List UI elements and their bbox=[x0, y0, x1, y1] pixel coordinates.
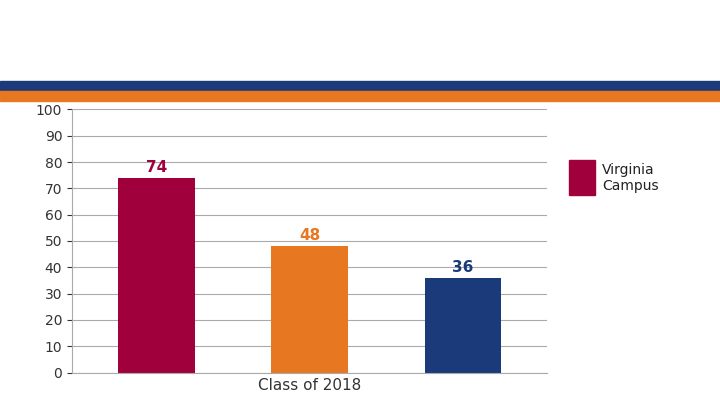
Bar bbox=[118, 178, 194, 373]
Text: How many students in the Class of 2019 took USMLE: How many students in the Class of 2019 t… bbox=[9, 18, 671, 38]
Bar bbox=[425, 278, 501, 373]
Text: 36: 36 bbox=[452, 260, 474, 275]
Text: Virginia
Campus: Virginia Campus bbox=[602, 163, 659, 193]
Bar bbox=[271, 246, 348, 373]
Text: Step 2 CK?: Step 2 CK? bbox=[9, 55, 143, 75]
Text: 74: 74 bbox=[145, 160, 167, 175]
Bar bbox=[569, 160, 595, 196]
Bar bbox=[0, 81, 720, 91]
Text: 48: 48 bbox=[299, 228, 320, 243]
Bar bbox=[0, 91, 720, 101]
X-axis label: Class of 2018: Class of 2018 bbox=[258, 378, 361, 393]
